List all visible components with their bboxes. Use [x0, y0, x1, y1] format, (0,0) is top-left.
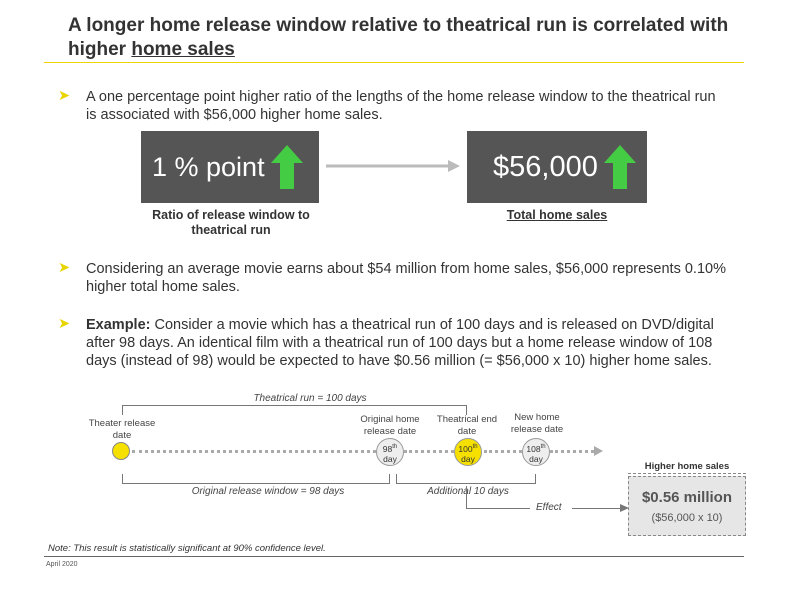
timeline-line: [404, 450, 454, 453]
ratio-caption: Ratio of release window to theatrical ru…: [152, 208, 310, 237]
node-98-suffix: th: [392, 444, 398, 450]
footer-divider: [44, 556, 744, 557]
effect-connector: [572, 508, 622, 509]
bullet-arrow-icon: ➤: [58, 316, 71, 332]
theater-release-point: [112, 442, 130, 460]
higher-sales-detail: ($56,000 x 10): [651, 512, 723, 524]
node-100-suffix: th: [472, 444, 478, 450]
example-text: Consider a movie which has a theatrical …: [86, 317, 714, 369]
home-sales-caption: Total home sales: [506, 208, 608, 222]
original-window-label: Original release window = 98 days: [191, 486, 345, 497]
example-label: Example:: [86, 317, 151, 333]
effect-connector: [466, 508, 530, 509]
effect-label: Effect: [536, 502, 562, 513]
title-text: A longer home release window relative to…: [68, 15, 729, 60]
title-underlined-text: home sales: [131, 39, 235, 60]
day-98-node: 98th day: [376, 438, 404, 466]
node-98-num: 98: [382, 443, 393, 454]
node-108-num: 108: [526, 443, 541, 454]
bullet-1-text: A one percentage point higher ratio of t…: [86, 89, 716, 123]
timeline-line: [550, 450, 594, 453]
node-108-suffix: th: [540, 444, 546, 450]
original-home-label: Original home release date: [360, 414, 420, 437]
ratio-box: 1 % point: [141, 131, 319, 203]
up-arrow-icon: [603, 145, 636, 189]
original-window-bracket: [122, 474, 390, 484]
theater-release-label: Theater release date: [88, 418, 156, 441]
node-98-unit: day: [383, 453, 397, 464]
additional-days-bracket: [396, 474, 536, 484]
footer-date: April 2020: [46, 561, 78, 568]
higher-sales-box: $0.56 million ($56,000 x 10): [628, 476, 746, 536]
theatrical-run-bracket: [122, 405, 467, 415]
node-100-num: 100: [458, 443, 473, 454]
footnote: Note: This result is statistically signi…: [48, 543, 326, 554]
bullet-3-text: Example: Consider a movie which has a th…: [86, 316, 746, 370]
day-108-node: 108th day: [522, 438, 550, 466]
theatrical-end-label: Theatrical end date: [436, 414, 498, 437]
day-100-node: 100th day: [454, 438, 482, 466]
theatrical-run-label: Theatrical run = 100 days: [253, 393, 367, 404]
bullet-arrow-icon: ➤: [58, 88, 71, 104]
page-title: A longer home release window relative to…: [68, 14, 758, 62]
timeline-line: [132, 450, 376, 453]
up-arrow-icon: [270, 145, 303, 189]
bullet-2-text: Considering an average movie earns about…: [86, 261, 726, 295]
bullet-arrow-icon: ➤: [58, 260, 71, 276]
ratio-value: 1 % point: [152, 151, 265, 182]
title-divider: [44, 62, 744, 63]
timeline-arrowhead-icon: [594, 446, 603, 456]
effect-connector: [466, 486, 467, 508]
node-108-unit: day: [529, 453, 543, 464]
effect-arrowhead-icon: [620, 504, 629, 512]
right-arrow-icon: [326, 160, 460, 172]
new-home-label: New home release date: [510, 412, 564, 435]
node-100-unit: day: [461, 453, 475, 464]
higher-sales-label: Higher home sales: [644, 461, 730, 472]
home-sales-box: $56,000: [467, 131, 647, 203]
additional-days-label: Additional 10 days: [427, 486, 509, 497]
higher-sales-value: $0.56 million: [641, 489, 733, 506]
home-sales-value: $56,000: [493, 150, 598, 183]
timeline-line: [484, 450, 522, 453]
higher-sales-divider: [628, 473, 746, 474]
